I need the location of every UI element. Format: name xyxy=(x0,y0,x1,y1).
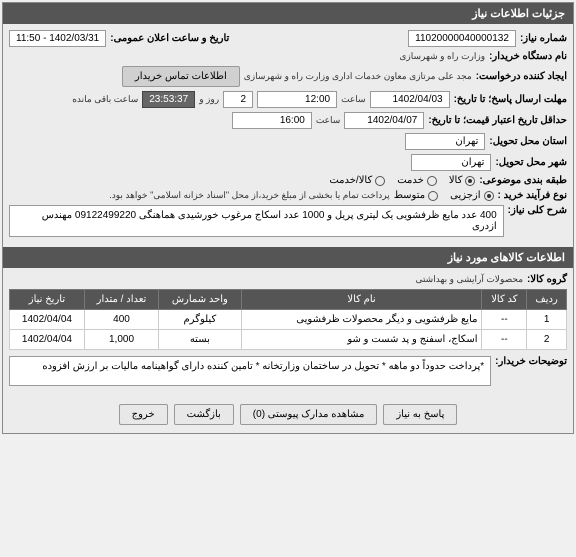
deal-type-radios: کالا خدمت کالا/خدمت xyxy=(329,175,475,186)
contact-button[interactable]: اطلاعات تماس خریدار xyxy=(122,66,240,87)
validity-date: 1402/04/07 xyxy=(344,112,424,129)
delivery-state: تهران xyxy=(405,133,485,150)
radio-p1-label: ازجزیی xyxy=(450,190,480,201)
remain-label: ساعت باقی مانده xyxy=(72,94,138,105)
cell-name: مایع ظرفشویی و دیگر محصولات ظرفشویی xyxy=(241,310,482,330)
items-header: اطلاعات کالاهای مورد نیاز xyxy=(3,247,573,268)
day-label: روز و xyxy=(199,94,219,105)
cell-date: 1402/04/04 xyxy=(10,330,85,350)
cell-code: -- xyxy=(482,330,527,350)
radio-circle-icon xyxy=(428,191,438,201)
requester-label: ایجاد کننده درخواست: xyxy=(476,71,567,82)
notes-label: توضیحات خریدار: xyxy=(495,356,567,367)
radio-circle-icon xyxy=(465,176,475,186)
radio-circle-icon xyxy=(427,176,437,186)
panel-body: شماره نیاز: 11020000040000132 تاریخ و سا… xyxy=(3,24,573,247)
process-note: پرداخت تمام یا بخشی از مبلغ خرید،از محل … xyxy=(109,190,389,201)
cell-date: 1402/04/04 xyxy=(10,310,85,330)
row-need-number: شماره نیاز: 11020000040000132 تاریخ و سا… xyxy=(9,30,567,47)
row-need-desc: شرح کلی نیاز: 400 عدد مایع ظرفشویی یک لی… xyxy=(9,205,567,237)
buyer-label: نام دستگاه خریدار: xyxy=(489,51,567,62)
panel-title: جزئیات اطلاعات نیاز xyxy=(3,3,573,24)
need-number-label: شماره نیاز: xyxy=(520,33,567,44)
need-number-value: 11020000040000132 xyxy=(408,30,516,47)
need-desc-label: شرح کلی نیاز: xyxy=(508,205,567,216)
process-radios: ازجزیی متوسط xyxy=(394,190,494,201)
validity-time: 16:00 xyxy=(232,112,312,129)
deadline-label: مهلت ارسال پاسخ؛ تا تاریخ: xyxy=(454,94,567,105)
table-row: 2 -- اسکاج، اسفنج و پد شست و شو بسته 1,0… xyxy=(10,330,567,350)
attachments-button[interactable]: مشاهده مدارک پیوستی (0) xyxy=(240,404,378,425)
row-deal-type: طبقه بندی موضوعی: کالا خدمت کالا/خدمت xyxy=(9,175,567,186)
items-table: ردیف کد کالا نام کالا واحد شمارش تعداد /… xyxy=(9,289,567,350)
radio-circle-icon xyxy=(375,176,385,186)
exit-button[interactable]: خروج xyxy=(119,404,168,425)
col-name: نام کالا xyxy=(241,290,482,310)
items-group-label: گروه کالا: xyxy=(527,274,567,285)
main-panel: جزئیات اطلاعات نیاز شماره نیاز: 11020000… xyxy=(2,2,574,434)
cell-unit: کیلوگرم xyxy=(159,310,241,330)
radio-kala-service-label: کالا/خدمت xyxy=(329,175,372,186)
col-code: کد کالا xyxy=(482,290,527,310)
buyer-value: وزارت راه و شهرسازی xyxy=(399,51,485,62)
requester-value: مجد علی مرتازی معاون خدمات اداری وزارت ر… xyxy=(244,71,472,82)
radio-p2-label: متوسط xyxy=(394,190,425,201)
radio-circle-icon xyxy=(484,191,494,201)
deadline-time: 12:00 xyxy=(257,91,337,108)
days-remain: 2 xyxy=(223,91,253,108)
radio-service[interactable]: خدمت xyxy=(397,175,437,186)
cell-unit: بسته xyxy=(159,330,241,350)
validity-label: حداقل تاریخ اعتبار قیمت؛ تا تاریخ: xyxy=(428,115,567,126)
table-row: 1 -- مایع ظرفشویی و دیگر محصولات ظرفشویی… xyxy=(10,310,567,330)
reply-button[interactable]: پاسخ به نیاز xyxy=(383,404,457,425)
delivery-city: تهران xyxy=(411,154,491,171)
time-label-1: ساعت xyxy=(341,94,366,105)
items-group-value: محصولات آرایشی و بهداشتی xyxy=(415,274,523,285)
row-validity: حداقل تاریخ اعتبار قیمت؛ تا تاریخ: 1402/… xyxy=(9,112,567,129)
cell-code: -- xyxy=(482,310,527,330)
row-deadline: مهلت ارسال پاسخ؛ تا تاریخ: 1402/04/03 سا… xyxy=(9,91,567,108)
cell-name: اسکاج، اسفنج و پد شست و شو xyxy=(241,330,482,350)
radio-kala[interactable]: کالا xyxy=(449,175,476,186)
cell-row: 2 xyxy=(527,330,567,350)
notes-value: *پرداخت حدوداً دو ماهه * تحویل در ساختما… xyxy=(9,356,491,386)
col-row: ردیف xyxy=(527,290,567,310)
process-label: نوع فرآیند خرید : xyxy=(498,190,567,201)
public-date-value: 1402/03/31 - 11:50 xyxy=(9,30,106,47)
row-delivery-state: استان محل تحویل: تهران xyxy=(9,133,567,150)
col-qty: تعداد / متدار xyxy=(84,290,158,310)
deadline-date: 1402/04/03 xyxy=(370,91,450,108)
button-row: پاسخ به نیاز مشاهده مدارک پیوستی (0) باز… xyxy=(3,396,573,433)
delivery-state-label: استان محل تحویل: xyxy=(489,136,567,147)
remain-time: 23:53:37 xyxy=(142,91,195,108)
row-process: نوع فرآیند خرید : ازجزیی متوسط پرداخت تم… xyxy=(9,190,567,201)
radio-process-2[interactable]: متوسط xyxy=(394,190,438,201)
col-unit: واحد شمارش xyxy=(159,290,241,310)
back-button[interactable]: بازگشت xyxy=(174,404,234,425)
row-notes: توضیحات خریدار: *پرداخت حدوداً دو ماهه *… xyxy=(9,356,567,386)
delivery-city-label: شهر محل تحویل: xyxy=(495,157,567,168)
row-delivery-city: شهر محل تحویل: تهران xyxy=(9,154,567,171)
radio-process-1[interactable]: ازجزیی xyxy=(450,190,493,201)
row-items-group: گروه کالا: محصولات آرایشی و بهداشتی xyxy=(9,274,567,285)
row-buyer: نام دستگاه خریدار: وزارت راه و شهرسازی xyxy=(9,51,567,62)
radio-kala-service[interactable]: کالا/خدمت xyxy=(329,175,385,186)
time-label-2: ساعت xyxy=(316,115,341,126)
radio-service-label: خدمت xyxy=(397,175,424,186)
public-date-label: تاریخ و ساعت اعلان عمومی: xyxy=(110,33,229,44)
cell-row: 1 xyxy=(527,310,567,330)
cell-qty: 1,000 xyxy=(84,330,158,350)
row-requester: ایجاد کننده درخواست: مجد علی مرتازی معاو… xyxy=(9,66,567,87)
need-desc-value: 400 عدد مایع ظرفشویی یک لیتری پریل و 100… xyxy=(9,205,504,237)
items-body: گروه کالا: محصولات آرایشی و بهداشتی ردیف… xyxy=(3,268,573,396)
table-header-row: ردیف کد کالا نام کالا واحد شمارش تعداد /… xyxy=(10,290,567,310)
col-date: تاریخ نیاز xyxy=(10,290,85,310)
cell-qty: 400 xyxy=(84,310,158,330)
deal-type-label: طبقه بندی موضوعی: xyxy=(479,175,567,186)
radio-kala-label: کالا xyxy=(449,175,463,186)
